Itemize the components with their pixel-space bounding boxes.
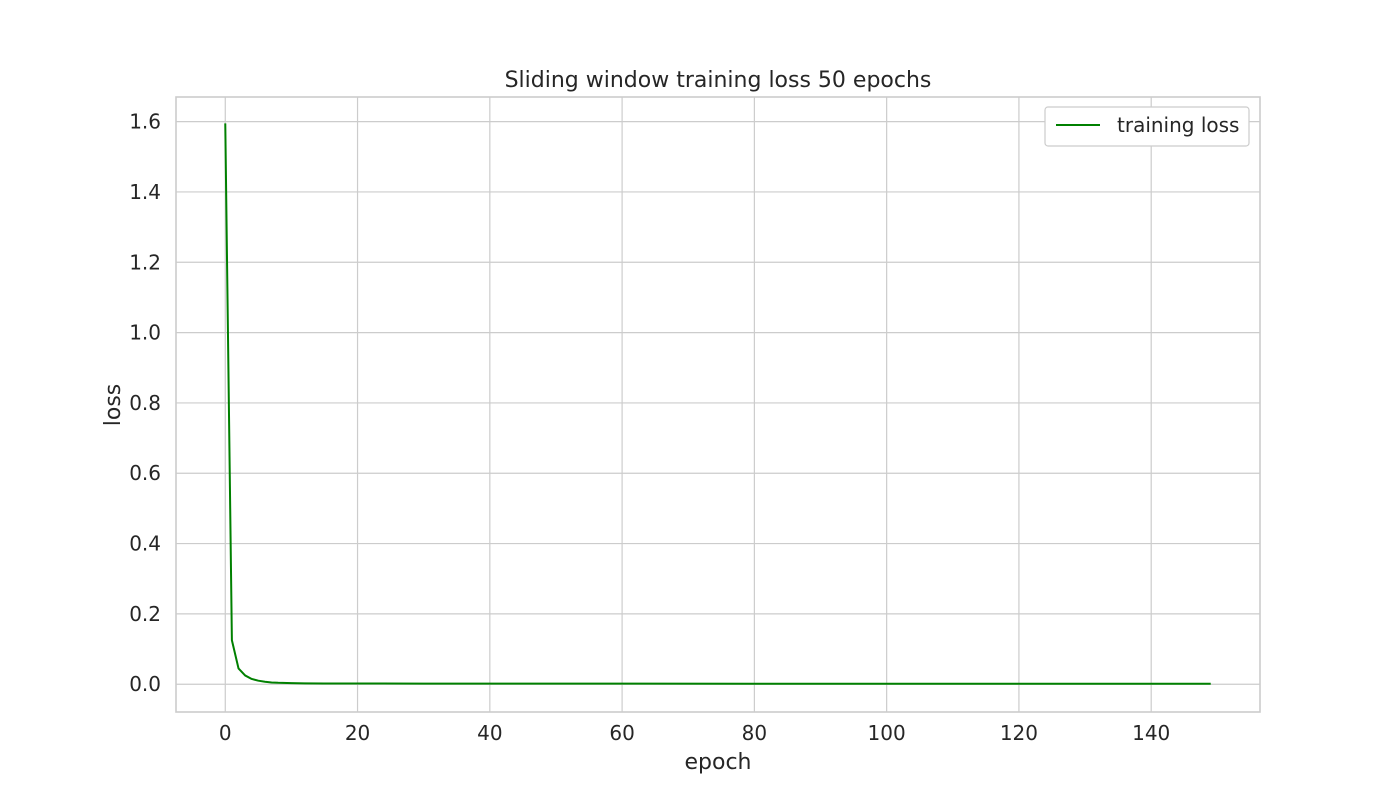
- x-tick-label: 100: [868, 721, 906, 745]
- y-tick-label: 0.0: [129, 672, 161, 696]
- x-axis-label: epoch: [685, 750, 752, 775]
- y-tick-label: 1.4: [129, 180, 161, 204]
- grid: [176, 97, 1260, 712]
- plot-area: [176, 97, 1260, 712]
- y-tick-label: 0.2: [129, 602, 161, 626]
- y-axis-label: loss: [101, 384, 126, 427]
- x-tick-label: 120: [1000, 721, 1038, 745]
- y-tick-label: 0.4: [129, 532, 161, 556]
- y-tick-label: 1.0: [129, 321, 161, 345]
- y-tick-label: 0.8: [129, 391, 161, 415]
- x-tick-label: 60: [609, 721, 634, 745]
- x-tick-label: 20: [345, 721, 370, 745]
- legend-box: [1044, 106, 1250, 147]
- series-line-training-loss: [224, 123, 1211, 685]
- y-tick-labels: 0.0 0.2 0.4 0.6 0.8 1.0 1.2 1.4 1.6: [129, 110, 161, 697]
- x-tick-label: 140: [1132, 721, 1170, 745]
- x-tick-label: 40: [477, 721, 502, 745]
- y-tick-label: 0.6: [129, 461, 161, 485]
- x-tick-label: 80: [742, 721, 767, 745]
- legend-label: training loss: [1117, 113, 1239, 137]
- chart-title: Sliding window training loss 50 epochs: [505, 68, 932, 93]
- x-tick-labels: 0 20 40 60 80 100 120 140: [219, 721, 1170, 745]
- series-lines: [224, 123, 1211, 685]
- legend: training loss: [1044, 106, 1250, 147]
- x-tick-label: 0: [219, 721, 232, 745]
- plot-frame: [175, 96, 1261, 713]
- y-tick-label: 1.6: [129, 110, 161, 134]
- y-tick-label: 1.2: [129, 250, 161, 274]
